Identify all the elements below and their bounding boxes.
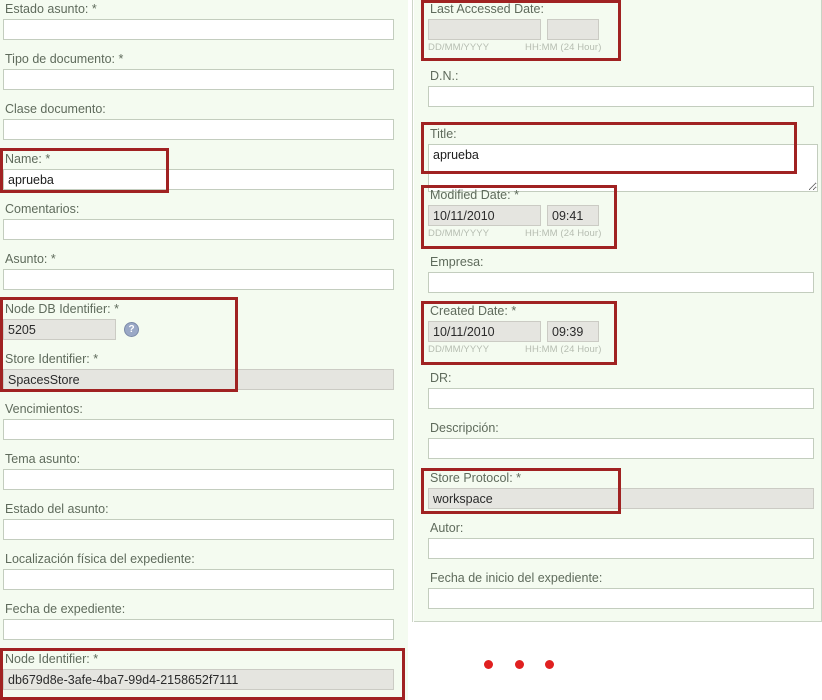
textarea-title[interactable]: aprueba <box>428 144 818 192</box>
dot-2 <box>514 659 524 669</box>
label-comentarios: Comentarios: <box>5 202 80 216</box>
input-fecha-de-expediente[interactable] <box>3 619 394 640</box>
field-estado-asunto: Estado asunto: * <box>3 2 394 40</box>
input-created-date-date[interactable] <box>428 321 541 342</box>
label-vencimientos: Vencimientos: <box>5 402 83 416</box>
label-modified-date: Modified Date: * <box>430 188 519 202</box>
label-autor: Autor: <box>430 521 464 535</box>
pagination-dots <box>484 655 554 673</box>
input-name[interactable] <box>3 169 394 190</box>
input-created-date-time[interactable] <box>547 321 599 342</box>
input-node-db-identifier[interactable] <box>3 319 116 340</box>
field-created-date: Created Date: * DD/MM/YYYY HH:MM (24 Hour… <box>428 304 814 355</box>
input-dr[interactable] <box>428 388 814 409</box>
field-fecha-inicio: Fecha de inicio del expediente: <box>428 571 814 609</box>
dot-3 <box>545 659 554 669</box>
modified-date-inputs <box>428 205 814 226</box>
label-clase-documento: Clase documento: <box>5 102 106 116</box>
label-name: Name: * <box>5 152 51 166</box>
field-fecha-de-expediente: Fecha de expediente: <box>3 602 394 640</box>
label-estado-asunto: Estado asunto: * <box>5 2 97 16</box>
input-tipo-de-documento[interactable] <box>3 69 394 90</box>
input-modified-date-time[interactable] <box>547 205 599 226</box>
label-asunto: Asunto: * <box>5 252 56 266</box>
label-title: Title: <box>430 127 457 141</box>
field-store-identifier: Store Identifier: * <box>3 352 394 390</box>
field-store-protocol: Store Protocol: * <box>428 471 814 509</box>
field-empresa: Empresa: <box>428 255 814 293</box>
label-tema-asunto: Tema asunto: <box>5 452 81 466</box>
label-localizacion-fisica: Localización física del expediente: <box>5 552 195 566</box>
field-name: Name: * <box>3 152 394 190</box>
input-last-accessed-date-time[interactable] <box>547 19 599 40</box>
field-node-db-identifier: Node DB Identifier: * ? <box>3 302 394 340</box>
input-tema-asunto[interactable] <box>3 469 394 490</box>
help-icon[interactable]: ? <box>124 322 139 337</box>
field-modified-date: Modified Date: * DD/MM/YYYY HH:MM (24 Hou… <box>428 188 814 239</box>
hint-date-format: DD/MM/YYYY <box>428 228 490 239</box>
node-db-identifier-row: ? <box>3 319 394 340</box>
label-node-db-identifier: Node DB Identifier: * <box>5 302 119 316</box>
field-last-accessed-date: Last Accessed Date: DD/MM/YYYY HH:MM (24 … <box>428 2 814 53</box>
label-store-identifier: Store Identifier: * <box>5 352 99 366</box>
last-accessed-date-inputs <box>428 19 814 40</box>
input-autor[interactable] <box>428 538 814 559</box>
label-fecha-inicio: Fecha de inicio del expediente: <box>430 571 603 585</box>
label-descripcion: Descripción: <box>430 421 499 435</box>
label-empresa: Empresa: <box>430 255 484 269</box>
input-node-identifier[interactable] <box>3 669 394 690</box>
input-store-identifier[interactable] <box>3 369 394 390</box>
hint-time-format: HH:MM (24 Hour) <box>525 344 602 355</box>
modified-date-hints: DD/MM/YYYY HH:MM (24 Hour) <box>428 228 814 239</box>
field-tipo-de-documento: Tipo de documento: * <box>3 52 394 90</box>
input-asunto[interactable] <box>3 269 394 290</box>
label-dn: D.N.: <box>430 69 459 83</box>
dot-1 <box>484 659 493 669</box>
label-store-protocol: Store Protocol: * <box>430 471 522 485</box>
input-last-accessed-date-date[interactable] <box>428 19 541 40</box>
column-divider <box>412 0 413 622</box>
label-fecha-de-expediente: Fecha de expediente: <box>5 602 126 616</box>
field-estado-del-asunto: Estado del asunto: <box>3 502 394 540</box>
label-created-date: Created Date: * <box>430 304 517 318</box>
input-clase-documento[interactable] <box>3 119 394 140</box>
input-localizacion-fisica[interactable] <box>3 569 394 590</box>
hint-time-format: HH:MM (24 Hour) <box>525 228 602 239</box>
hint-time-format: HH:MM (24 Hour) <box>525 42 602 53</box>
input-descripcion[interactable] <box>428 438 814 459</box>
label-dr: DR: <box>430 371 452 385</box>
field-descripcion: Descripción: <box>428 421 814 459</box>
input-modified-date-date[interactable] <box>428 205 541 226</box>
last-accessed-date-hints: DD/MM/YYYY HH:MM (24 Hour) <box>428 42 814 53</box>
label-estado-del-asunto: Estado del asunto: <box>5 502 109 516</box>
hint-date-format: DD/MM/YYYY <box>428 344 490 355</box>
input-fecha-inicio[interactable] <box>428 588 814 609</box>
input-store-protocol[interactable] <box>428 488 814 509</box>
created-date-inputs <box>428 321 814 342</box>
field-node-identifier: Node Identifier: * <box>3 652 394 690</box>
input-vencimientos[interactable] <box>3 419 394 440</box>
field-title: Title: aprueba <box>428 127 818 192</box>
hint-date-format: DD/MM/YYYY <box>428 42 490 53</box>
input-empresa[interactable] <box>428 272 814 293</box>
input-comentarios[interactable] <box>3 219 394 240</box>
field-autor: Autor: <box>428 521 814 559</box>
field-tema-asunto: Tema asunto: <box>3 452 394 490</box>
field-vencimientos: Vencimientos: <box>3 402 394 440</box>
label-tipo-de-documento: Tipo de documento: * <box>5 52 124 66</box>
input-dn[interactable] <box>428 86 814 107</box>
field-localizacion-fisica: Localización física del expediente: <box>3 552 394 590</box>
field-clase-documento: Clase documento: <box>3 102 394 140</box>
field-dr: DR: <box>428 371 814 409</box>
field-dn: D.N.: <box>428 69 814 107</box>
label-node-identifier: Node Identifier: * <box>5 652 99 666</box>
input-estado-del-asunto[interactable] <box>3 519 394 540</box>
field-comentarios: Comentarios: <box>3 202 394 240</box>
created-date-hints: DD/MM/YYYY HH:MM (24 Hour) <box>428 344 814 355</box>
label-last-accessed-date: Last Accessed Date: <box>430 2 544 16</box>
field-asunto: Asunto: * <box>3 252 394 290</box>
input-estado-asunto[interactable] <box>3 19 394 40</box>
